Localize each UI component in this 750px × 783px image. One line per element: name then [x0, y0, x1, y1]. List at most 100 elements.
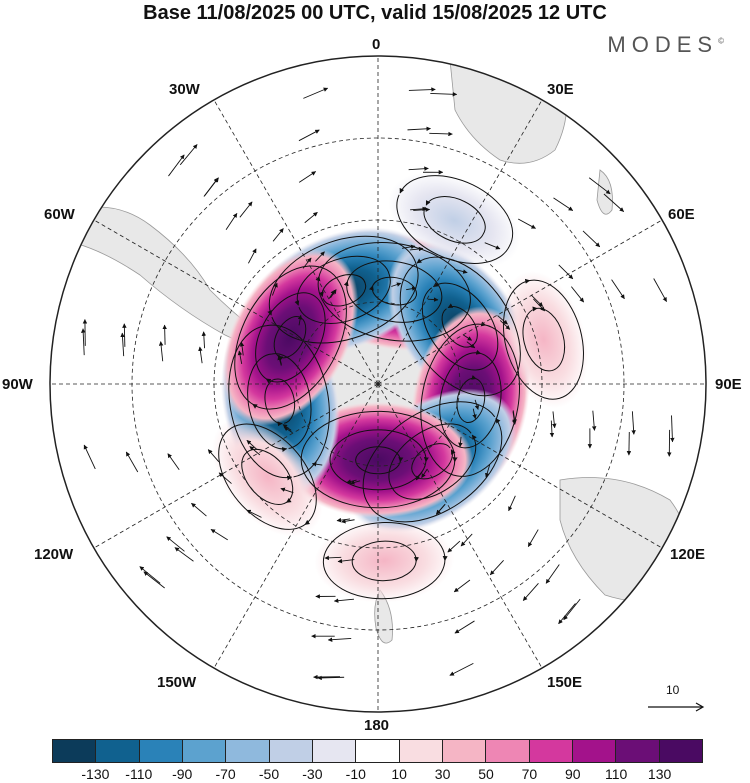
flow-arrow	[246, 440, 257, 450]
flow-arrow	[158, 341, 164, 362]
flow-arrow	[485, 464, 491, 478]
colorbar-box	[572, 740, 617, 762]
flow-arrow	[549, 420, 555, 438]
flow-arrow	[330, 289, 337, 299]
label-60e: 60E	[668, 206, 695, 223]
anomaly-pos-far-south	[314, 518, 455, 603]
flow-arrow	[582, 230, 601, 248]
meridian-line	[377, 219, 663, 385]
streamline-loop	[343, 260, 443, 323]
flow-arrow	[415, 471, 423, 481]
colorbar-box	[399, 740, 443, 762]
streamline-loop	[264, 378, 296, 427]
streamline-loop	[294, 255, 391, 324]
flow-arrow	[304, 211, 318, 224]
flow-arrow	[408, 166, 429, 171]
brand-mark: ©	[718, 36, 724, 46]
flow-arrow	[527, 529, 539, 547]
madagascar	[596, 169, 613, 215]
flow-arrow	[499, 320, 511, 330]
reference-arrow-icon	[648, 702, 705, 712]
flow-arrow	[297, 314, 303, 326]
map-title: Base 11/08/2025 00 UTC, valid 15/08/2025…	[143, 2, 607, 24]
flow-arrow	[653, 278, 667, 302]
streamline-loop	[411, 443, 456, 480]
flow-arrow	[552, 411, 557, 429]
flow-arrow	[429, 131, 453, 137]
label-150e: 150E	[547, 674, 583, 691]
streamline-loop	[399, 256, 521, 397]
streamline-loop	[255, 292, 326, 384]
label-30w: 30W	[169, 81, 200, 98]
flow-arrow	[436, 503, 446, 515]
flow-arrow	[631, 411, 636, 435]
colorbar-box	[442, 740, 487, 762]
flow-arrow	[80, 328, 86, 356]
streamline-loop	[423, 196, 486, 244]
flow-arrow	[460, 533, 473, 547]
streamline-loop	[420, 321, 520, 477]
streamline-loop	[241, 448, 294, 505]
flow-arrow	[298, 129, 320, 142]
flow-arrow	[497, 315, 508, 325]
flow-arrow	[454, 268, 468, 274]
streamline-loop	[228, 324, 330, 481]
streamline-loop	[456, 375, 486, 423]
meridian-line	[93, 383, 379, 549]
colorbar-tick-label: 30	[434, 766, 451, 782]
meridian-line	[377, 383, 663, 549]
colorbar-tick-label: 70	[521, 766, 538, 782]
flow-arrow	[272, 228, 284, 242]
flow-arrow	[553, 197, 574, 211]
flow-arrow	[571, 286, 585, 303]
flow-arrow	[317, 675, 345, 681]
streamline-loop	[355, 446, 404, 475]
colorbar-tick-label: 10	[391, 766, 407, 782]
map-boundary	[49, 55, 707, 713]
anomaly-pos-northwest	[222, 249, 359, 426]
flow-arrow	[327, 637, 352, 642]
flow-arrow	[207, 449, 220, 463]
flow-arrow	[463, 334, 473, 341]
colorbar-box	[616, 740, 660, 762]
colorbar-box	[139, 740, 183, 762]
flow-arrow	[484, 242, 501, 250]
flow-arrow	[517, 218, 536, 229]
colorbar-box	[269, 740, 313, 762]
label-90e: 90E	[715, 376, 742, 393]
flow-arrow	[409, 246, 424, 252]
colorbar-tick-label: -70	[215, 766, 236, 782]
flow-arrow	[407, 126, 431, 132]
brand-logo: MODES©	[607, 32, 724, 58]
flow-arrow	[558, 264, 574, 280]
flow-arrow	[449, 662, 474, 676]
flow-arrow	[670, 415, 675, 443]
flow-arrow	[167, 453, 180, 470]
flow-arrow	[453, 579, 471, 593]
flow-arrow	[533, 298, 546, 312]
streamline-loop	[502, 278, 584, 400]
flow-arrow	[83, 444, 96, 470]
flow-arrow	[406, 286, 417, 291]
map-disk	[50, 56, 706, 712]
flow-arrow	[277, 355, 282, 366]
flow-arrow	[249, 446, 261, 456]
streamline-loop	[267, 235, 419, 344]
flow-arrow	[168, 154, 185, 177]
flow-arrow	[122, 323, 127, 347]
flow-arrow	[454, 620, 475, 634]
flow-arrow	[346, 479, 357, 484]
flow-arrow	[246, 509, 262, 518]
streamline-loop	[351, 540, 419, 582]
flow-arrow	[120, 332, 125, 357]
streamline-loop	[421, 282, 499, 371]
flow-arrow	[139, 566, 161, 584]
flow-arrow	[391, 282, 402, 287]
flow-arrow	[239, 201, 253, 218]
flow-arrow	[530, 294, 544, 307]
colorbar-box	[529, 740, 573, 762]
streamline-loop	[369, 276, 417, 306]
flow-arrow	[303, 87, 329, 99]
flow-arrow	[179, 144, 198, 166]
label-60w: 60W	[44, 206, 75, 223]
